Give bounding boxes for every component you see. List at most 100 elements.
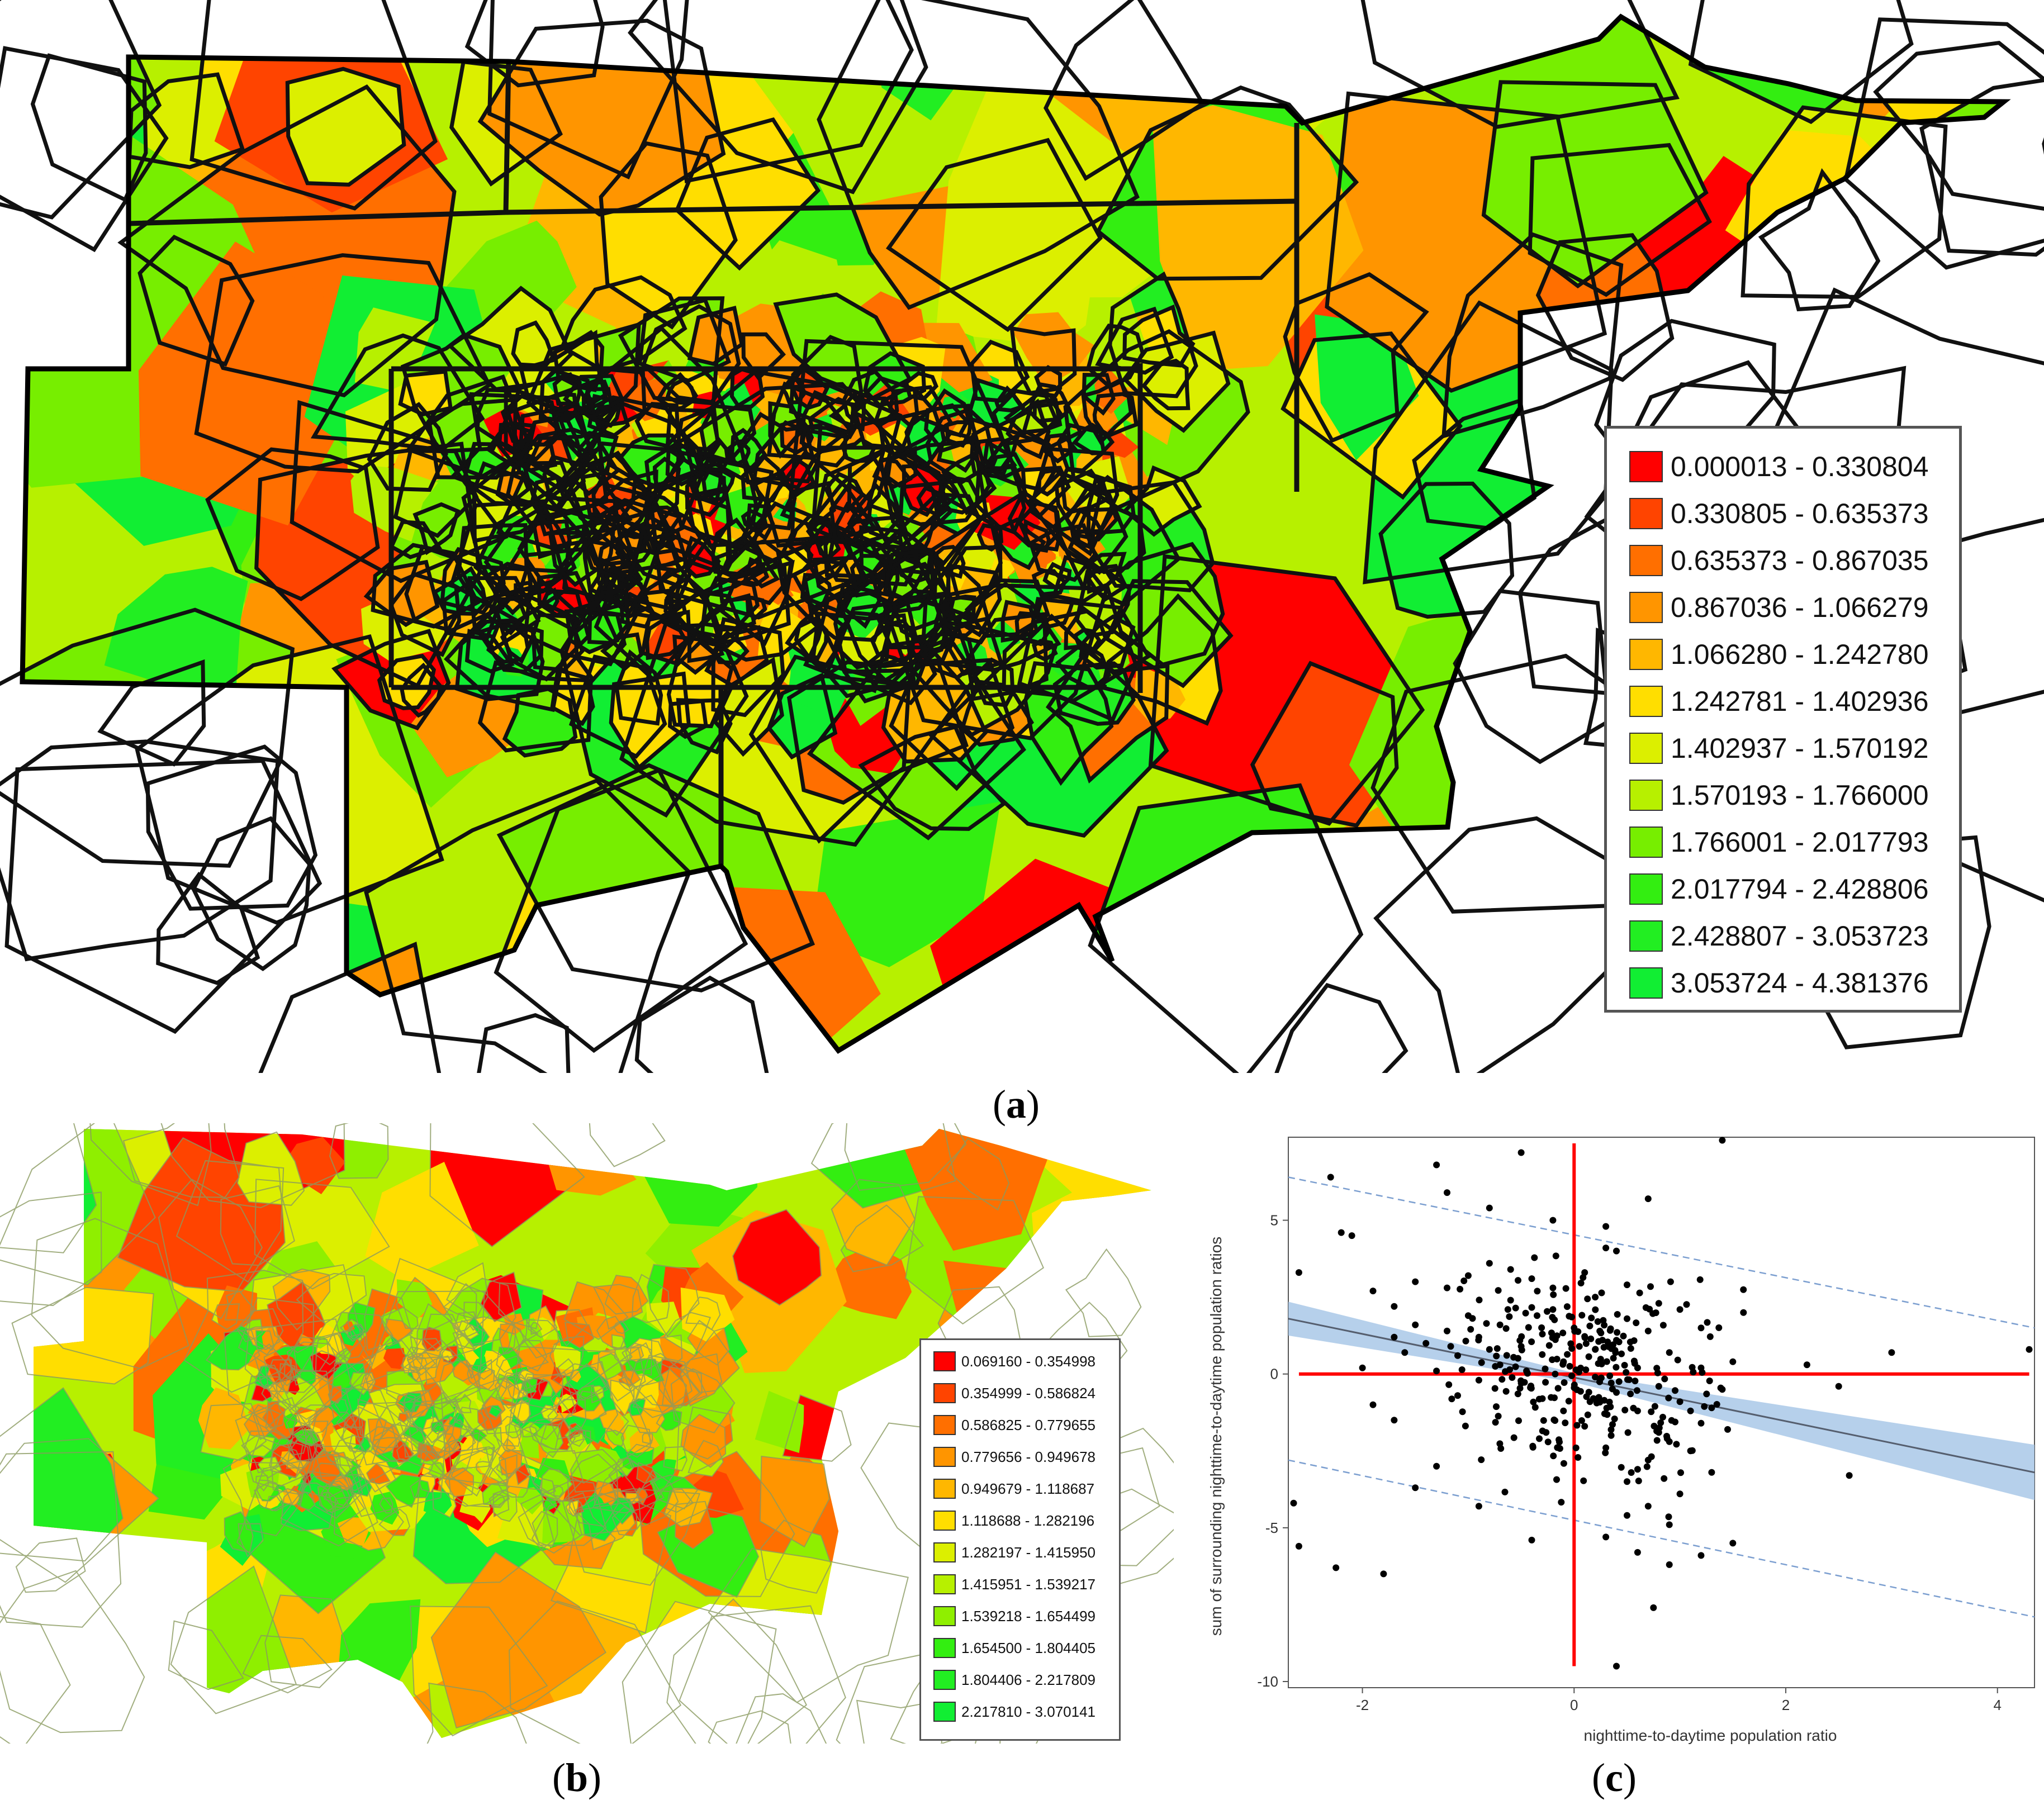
tract-border	[562, 374, 625, 420]
tract-border	[663, 1488, 713, 1527]
tract-border	[524, 1319, 559, 1359]
tract-border	[297, 1404, 335, 1435]
data-point	[1539, 1351, 1546, 1358]
tract-border	[610, 1379, 635, 1417]
map-a-outline	[20, 13, 2011, 1054]
tract-border	[0, 1570, 145, 1733]
census-tract	[34, 1613, 70, 1728]
tract-border	[708, 1710, 791, 1744]
tract-border	[158, 1179, 263, 1319]
tract-border	[333, 1456, 354, 1479]
data-point	[1290, 1499, 1297, 1507]
tract-border	[97, 659, 206, 767]
tract-border	[439, 1348, 454, 1362]
tract-border	[254, 1481, 292, 1512]
data-point	[1565, 1398, 1572, 1405]
census-tract	[760, 1456, 829, 1547]
tract-border	[264, 1594, 351, 1688]
data-point	[1447, 1343, 1454, 1350]
data-point	[1615, 1378, 1623, 1385]
tract-border	[499, 1323, 525, 1355]
tract-border	[680, 1353, 723, 1407]
tract-border	[489, 1493, 506, 1508]
data-point	[1295, 1542, 1302, 1550]
data-point	[1560, 1460, 1567, 1467]
data-point	[1553, 1476, 1560, 1483]
data-point	[1478, 1456, 1485, 1464]
data-point	[1493, 1345, 1501, 1352]
data-point	[1635, 1478, 1642, 1484]
data-point	[1633, 1387, 1640, 1394]
data-point	[1607, 1325, 1614, 1332]
prediction-upper	[1288, 1176, 2035, 1329]
data-point	[1531, 1404, 1539, 1411]
data-point	[1504, 1306, 1511, 1313]
legend-swatch	[933, 1638, 956, 1658]
data-point	[1655, 1383, 1662, 1390]
legend-row: 0.000013 - 0.330804	[1607, 451, 1959, 482]
census-tract	[265, 1355, 301, 1383]
tract-border	[352, 1474, 373, 1497]
data-point	[1475, 1503, 1482, 1510]
legend-label: 0.000013 - 0.330804	[1671, 451, 1929, 482]
legend-label: 1.242781 - 1.402936	[1671, 686, 1929, 717]
tract-border	[541, 1495, 561, 1516]
tract-border	[729, 367, 765, 409]
data-point	[1512, 1363, 1519, 1370]
census-tract	[656, 1409, 682, 1431]
tract-border	[626, 1443, 655, 1469]
legend-swatch	[933, 1415, 956, 1435]
tract-border	[645, 619, 689, 661]
tract-border	[572, 610, 627, 683]
census-tract	[605, 1430, 624, 1446]
data-point	[1607, 1426, 1615, 1433]
census-tract	[1104, 1249, 1151, 1311]
tract-border	[377, 653, 436, 710]
tract-border	[510, 1379, 571, 1440]
data-point	[1529, 1442, 1536, 1450]
legend-row: 0.354999 - 0.586824	[921, 1383, 1119, 1403]
data-point	[1498, 1376, 1506, 1383]
tract-border	[565, 1499, 580, 1517]
tract-border	[663, 1446, 687, 1471]
data-point	[1643, 1463, 1651, 1470]
tract-border	[402, 1351, 424, 1374]
data-point	[1502, 1325, 1510, 1332]
tract-border	[241, 1435, 276, 1457]
tract-border	[540, 1404, 558, 1423]
data-point	[1708, 1469, 1715, 1476]
tract-border	[433, 1391, 457, 1423]
data-point	[1663, 1433, 1670, 1440]
tract-border	[1758, 168, 1881, 312]
data-point	[1295, 1269, 1302, 1276]
tract-border	[323, 1476, 355, 1507]
tract-border	[1095, 85, 1359, 281]
data-point	[1540, 1417, 1547, 1424]
legend-row: 1.066280 - 1.242780	[1607, 639, 1959, 670]
data-point	[1644, 1327, 1652, 1334]
data-point	[1412, 1484, 1419, 1492]
tract-border	[160, 1123, 345, 1208]
census-tract	[693, 1633, 767, 1717]
tract-border	[869, 619, 916, 666]
tract-border	[488, 1405, 503, 1418]
data-point	[1549, 1356, 1556, 1364]
tract-border	[889, 658, 1015, 791]
tract-border	[482, 562, 540, 616]
data-point	[1577, 1280, 1585, 1286]
tract-border	[621, 1342, 652, 1376]
data-point	[1524, 1370, 1531, 1377]
tract-border	[280, 1482, 334, 1532]
tract-border	[0, 1616, 71, 1744]
data-point	[1601, 1397, 1608, 1404]
tract-border	[941, 594, 976, 631]
tract-border	[1000, 600, 1039, 643]
tract-border	[317, 1485, 349, 1513]
tract-border	[1064, 605, 1108, 654]
tract-border	[782, 1394, 852, 1462]
census-tract	[831, 1179, 915, 1265]
data-point	[1592, 1374, 1599, 1381]
tract-border	[618, 1376, 634, 1391]
data-point	[1506, 1313, 1513, 1320]
census-tract	[334, 1456, 354, 1478]
